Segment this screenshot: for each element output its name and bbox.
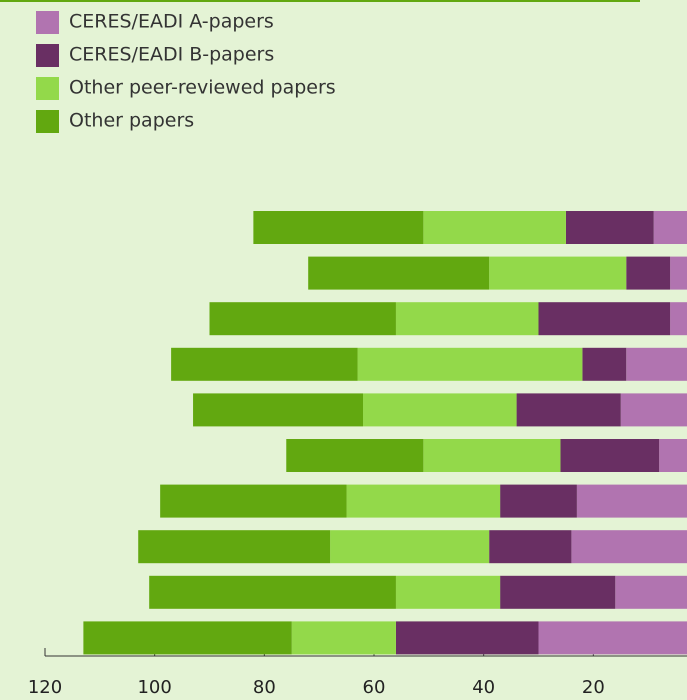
- bar-segment: [83, 621, 292, 655]
- bar-segment: [615, 575, 687, 609]
- bar-segment: [500, 484, 577, 518]
- bar-segment: [395, 302, 539, 336]
- bar-segment: [291, 621, 396, 655]
- bar-segment: [565, 211, 654, 244]
- bar-segment: [489, 530, 572, 564]
- bar-segment: [659, 439, 687, 472]
- bar-segment: [489, 256, 627, 290]
- x-tick-label: 40: [472, 677, 495, 698]
- bar-segment: [330, 530, 490, 564]
- x-tick-label: 80: [253, 677, 276, 698]
- bar-segment: [576, 484, 687, 518]
- x-tick-label: 100: [137, 677, 171, 698]
- legend-swatch: [36, 110, 59, 133]
- bar-segment: [620, 393, 687, 427]
- bar-segment: [500, 575, 616, 609]
- legend-label: Other peer-reviewed papers: [69, 77, 336, 99]
- bar-segment: [560, 439, 660, 472]
- x-tick-label: 60: [363, 677, 386, 698]
- bar-segment: [363, 393, 517, 427]
- bar-segment: [346, 484, 501, 518]
- bar-segment: [626, 347, 687, 381]
- bar-segment: [357, 347, 583, 381]
- bar-segment: [193, 393, 364, 427]
- bar-segment: [149, 575, 396, 609]
- bar-segment: [138, 530, 331, 564]
- legend-label: Other papers: [69, 110, 194, 132]
- bar-segment: [538, 621, 687, 655]
- bar-segment: [670, 302, 687, 336]
- bar-segment: [253, 211, 424, 244]
- bar-segment: [160, 484, 347, 518]
- legend-swatch: [36, 77, 59, 100]
- bar-segment: [538, 302, 671, 336]
- x-tick-label: 120: [28, 677, 62, 698]
- legend-swatch: [36, 44, 59, 67]
- legend-swatch: [36, 11, 59, 34]
- bar-segment: [423, 211, 566, 244]
- bar-segment: [286, 439, 424, 472]
- bar-segment: [626, 256, 671, 290]
- bar-segment: [423, 439, 561, 472]
- x-tick-label: 20: [582, 677, 605, 698]
- bar-segment: [395, 575, 501, 609]
- bar-segment: [571, 530, 687, 564]
- bar-segment: [653, 211, 687, 244]
- bar-segment: [670, 256, 687, 290]
- bar-segment: [516, 393, 621, 427]
- bar-segment: [209, 302, 396, 336]
- bar-segment: [171, 347, 358, 381]
- legend-label: CERES/EADI A-papers: [69, 11, 274, 33]
- legend-label: CERES/EADI B-papers: [69, 44, 274, 66]
- bar-segment: [308, 256, 490, 290]
- bar-segment: [582, 347, 627, 381]
- bar-segment: [395, 621, 539, 655]
